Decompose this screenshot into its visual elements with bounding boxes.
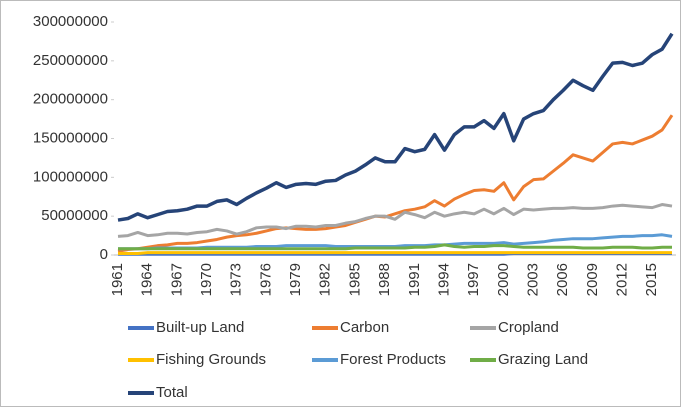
line-series — [117, 114, 674, 253]
x-tick-label: 2012 — [614, 263, 631, 296]
line-series — [118, 243, 672, 251]
line-series — [118, 251, 672, 255]
legend-label: Forest Products — [340, 351, 446, 368]
x-tick-label: 2015 — [643, 263, 660, 296]
legend-label: Built-up Land — [156, 319, 244, 336]
x-tick-label: 1979 — [287, 263, 304, 296]
y-tick-label: 0 — [100, 246, 108, 263]
y-tick-label: 200000000 — [33, 91, 108, 108]
legend-label: Cropland — [498, 319, 559, 336]
line-series — [117, 203, 673, 238]
legend-label: Total — [156, 384, 188, 401]
x-tick-label: 1985 — [346, 263, 363, 296]
y-tick-label: 300000000 — [33, 13, 108, 30]
x-tick-label: 1967 — [168, 263, 185, 296]
x-tick-label: 1991 — [406, 263, 423, 296]
x-tick-label: 1970 — [198, 263, 215, 296]
x-tick-label: 1994 — [435, 263, 452, 296]
legend-label: Carbon — [340, 319, 389, 336]
x-tick-label: 2009 — [584, 263, 601, 296]
x-tick-label: 1997 — [465, 263, 482, 296]
line-series — [118, 233, 673, 251]
line-series — [117, 32, 674, 222]
y-tick-label: 250000000 — [33, 52, 108, 69]
x-tick-label: 2000 — [495, 263, 512, 296]
y-tick-label: 150000000 — [33, 129, 108, 146]
x-tick-label: 1988 — [376, 263, 393, 296]
x-tick-label: 1964 — [139, 263, 156, 296]
x-tick-label: 1982 — [317, 263, 334, 296]
legend-label: Fishing Grounds — [156, 351, 266, 368]
x-tick-label: 1973 — [228, 263, 245, 296]
y-tick-label: 50000000 — [41, 207, 108, 224]
y-tick-label: 100000000 — [33, 168, 108, 185]
x-tick-label: 1976 — [257, 263, 274, 296]
x-tick-label: 2006 — [554, 263, 571, 296]
legend-label: Grazing Land — [498, 351, 588, 368]
x-tick-label: 2003 — [524, 263, 541, 296]
x-tick-label: 1961 — [109, 263, 126, 296]
